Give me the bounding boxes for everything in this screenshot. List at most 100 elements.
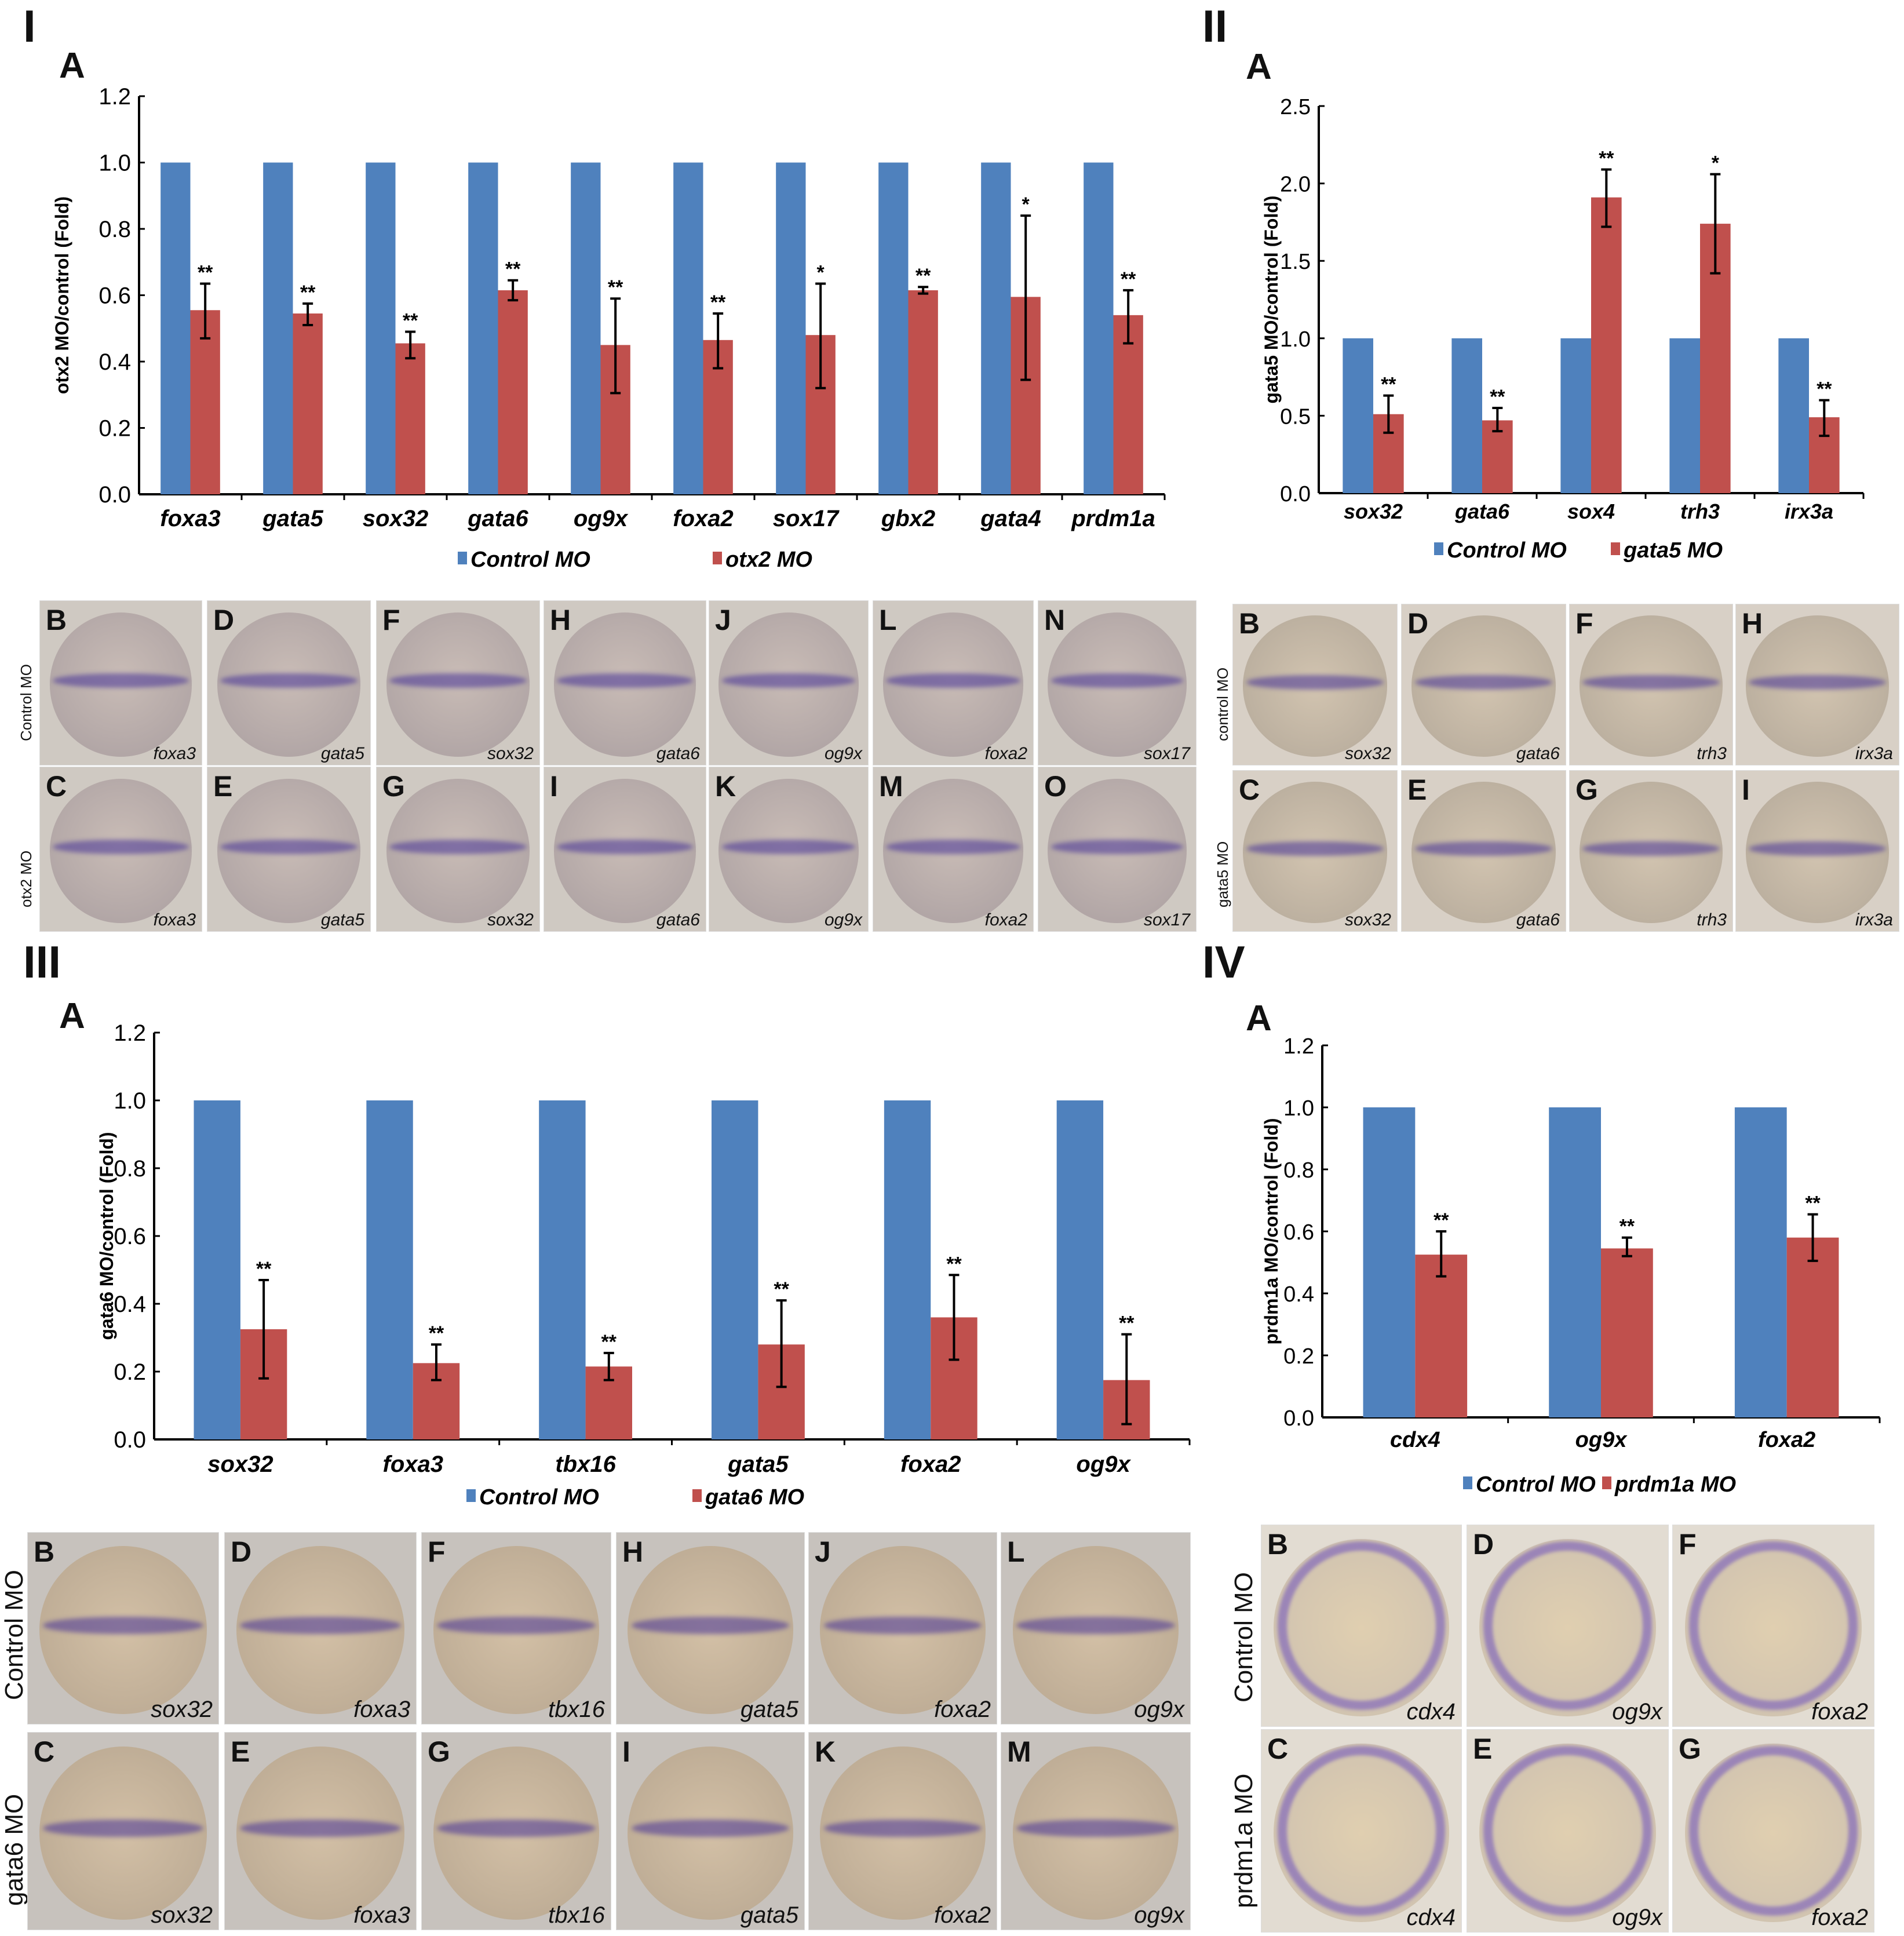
y-tick-label: 0.2: [114, 1359, 146, 1385]
bar-mo: [1601, 1248, 1653, 1417]
photo-panel-label: B: [46, 604, 67, 636]
gene-label: foxa2: [934, 1697, 991, 1722]
x-tick-label: gata5: [262, 506, 323, 531]
photo-panel-label: G: [428, 1736, 450, 1768]
stain-pattern: [240, 1617, 401, 1634]
row-label: gata5 MO: [1214, 841, 1231, 907]
gene-label: gata6: [1516, 910, 1560, 929]
photo-panel-label: N: [1044, 604, 1066, 636]
photo-panel-label: O: [1044, 770, 1067, 803]
panel-label-IIA: A: [1246, 47, 1272, 87]
bar-control: [1056, 1100, 1104, 1439]
bar-control: [1363, 1107, 1416, 1417]
y-tick-label: 0.4: [99, 349, 131, 375]
stain-pattern: [1749, 674, 1886, 690]
x-tick-label: foxa3: [383, 1452, 444, 1477]
photo-panel-label: J: [715, 604, 731, 636]
bar-control: [878, 162, 909, 494]
gene-label: foxa2: [984, 910, 1027, 929]
x-tick-label: sox32: [1344, 500, 1403, 523]
x-tick-label: sox17: [773, 506, 840, 531]
significance-marker: **: [1817, 378, 1832, 400]
bar-mo: [1786, 1237, 1839, 1417]
legend-swatch: [1611, 542, 1620, 555]
bar-control: [776, 162, 806, 494]
gene-label: trh3: [1697, 910, 1727, 929]
stain-pattern: [1414, 841, 1553, 856]
gene-label: og9x: [1612, 1905, 1662, 1930]
chart-1: 0.0 0.2 0.4 0.6 0.8 1.0 1.2 otx2 MO/control (Fo…: [52, 84, 1166, 572]
stain-pattern: [53, 839, 189, 854]
y-tick-label: 1.0: [1280, 327, 1311, 352]
stain-pattern: [1483, 1541, 1653, 1711]
photo-panel-label: C: [1267, 1733, 1289, 1765]
photo-panel-label: L: [879, 604, 897, 636]
row-label: otx2 MO: [17, 850, 35, 907]
stain-pattern: [1483, 1745, 1653, 1916]
bar-mo: [395, 343, 425, 494]
stain-pattern: [1414, 674, 1553, 690]
x-tick-label: foxa2: [673, 506, 734, 531]
x-tick-label: sox4: [1567, 500, 1615, 523]
gene-label: sox32: [1344, 744, 1391, 763]
y-tick-label: 1.2: [114, 1020, 146, 1046]
x-tick-label: gata6: [1454, 500, 1510, 523]
gene-label: sox32: [1344, 910, 1391, 929]
y-tick-label: 2.0: [1280, 173, 1311, 197]
bar-control: [194, 1100, 240, 1439]
gene-label: sox17: [1143, 910, 1190, 929]
gene-label: og9x: [1134, 1697, 1184, 1722]
significance-marker: **: [1121, 268, 1136, 290]
bar-control: [366, 1100, 413, 1439]
stain-pattern: [1582, 674, 1720, 690]
y-tick-label: 0.5: [1280, 404, 1311, 429]
significance-marker: **: [198, 261, 213, 283]
stain-pattern: [1688, 1745, 1858, 1916]
y-tick-label: 0.0: [1283, 1406, 1314, 1431]
bar-control: [161, 162, 191, 494]
stain-pattern: [240, 1819, 401, 1837]
bar-control: [1343, 338, 1373, 493]
photo-panel-label: D: [1407, 607, 1429, 640]
gene-label: gata5: [740, 1902, 798, 1928]
x-tick-label: gata5: [727, 1452, 789, 1477]
photo-panel-label: E: [213, 770, 233, 803]
bar-control: [1084, 162, 1114, 494]
photo-panel-label: K: [715, 770, 736, 803]
panel-label-IA: A: [59, 46, 85, 86]
significance-marker: **: [1119, 1312, 1135, 1335]
gene-label: foxa3: [153, 744, 196, 763]
stain-pattern: [43, 1617, 203, 1634]
photo-panel-label: F: [428, 1536, 446, 1568]
gene-label: og9x: [824, 744, 862, 763]
gene-label: irx3a: [1855, 910, 1893, 929]
legend-swatch: [1434, 542, 1443, 555]
x-tick-label: og9x: [574, 506, 629, 531]
stain-pattern: [721, 839, 856, 854]
x-tick-label: gata4: [980, 506, 1041, 531]
stain-pattern: [389, 673, 527, 688]
significance-marker: **: [429, 1322, 444, 1344]
photo-panel-label: G: [382, 770, 405, 803]
bar-mo: [908, 290, 938, 494]
gene-label: og9x: [824, 910, 862, 929]
stain-pattern: [1277, 1745, 1446, 1916]
bar-control: [1778, 338, 1809, 493]
photo-panel-label: L: [1007, 1536, 1025, 1568]
stain-pattern: [1051, 673, 1184, 688]
significance-marker: **: [608, 276, 623, 298]
legend-swatch: [1602, 1476, 1611, 1489]
